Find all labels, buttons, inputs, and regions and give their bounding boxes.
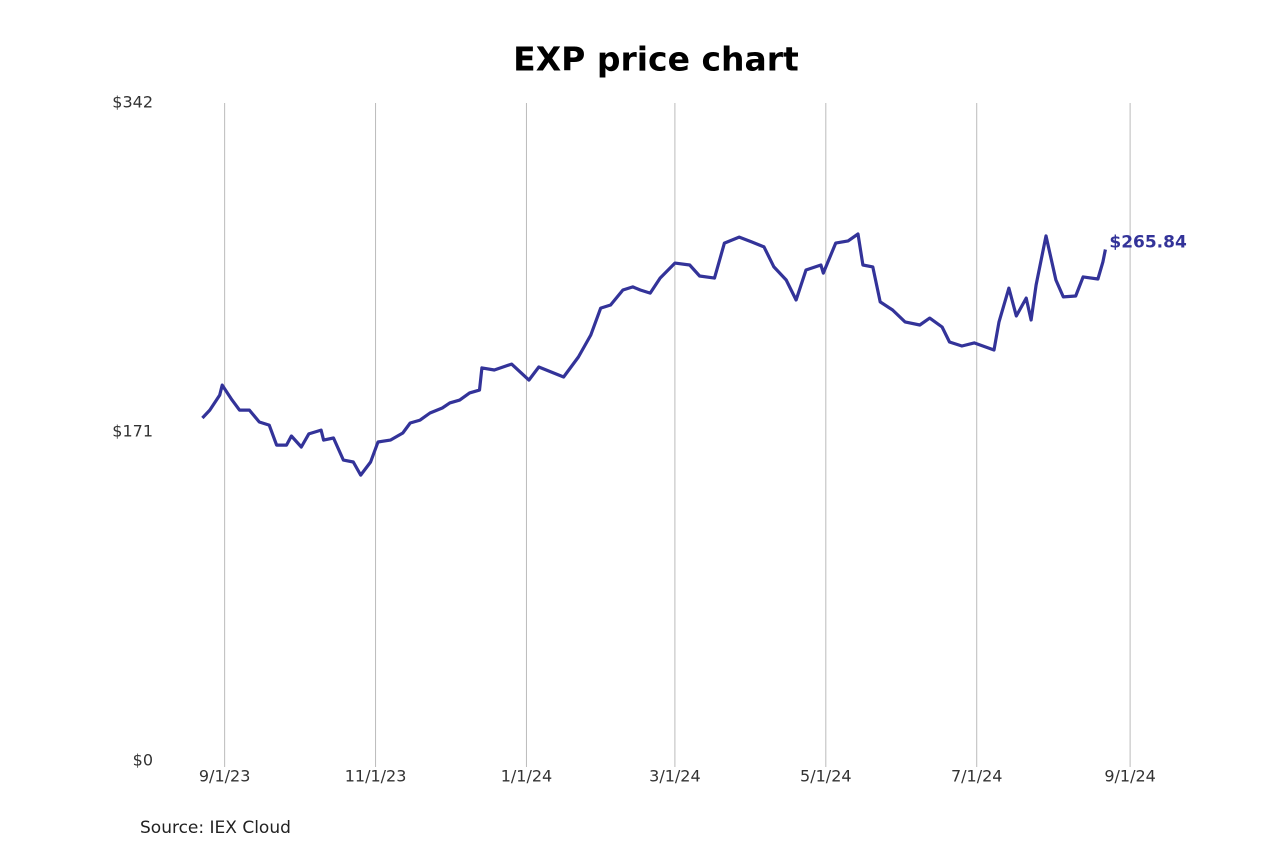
x-tick-label: 7/1/24 bbox=[951, 767, 1003, 786]
x-tick-label: 11/1/23 bbox=[345, 767, 407, 786]
y-tick-label: $0 bbox=[133, 751, 153, 770]
price-line bbox=[201, 232, 1107, 477]
chart-title: EXP price chart bbox=[513, 40, 799, 79]
y-tick-label: $171 bbox=[112, 422, 153, 441]
x-tick-label: 9/1/24 bbox=[1104, 767, 1156, 786]
x-tick-label: 1/1/24 bbox=[501, 767, 553, 786]
x-tick-label: 5/1/24 bbox=[800, 767, 852, 786]
x-tick-label: 3/1/24 bbox=[649, 767, 701, 786]
value-label: $265.84 bbox=[1109, 233, 1187, 253]
source-note: Source: IEX Cloud bbox=[140, 818, 291, 838]
x-tick-label: 9/1/23 bbox=[199, 767, 251, 786]
y-tick-label: $342 bbox=[112, 93, 153, 112]
